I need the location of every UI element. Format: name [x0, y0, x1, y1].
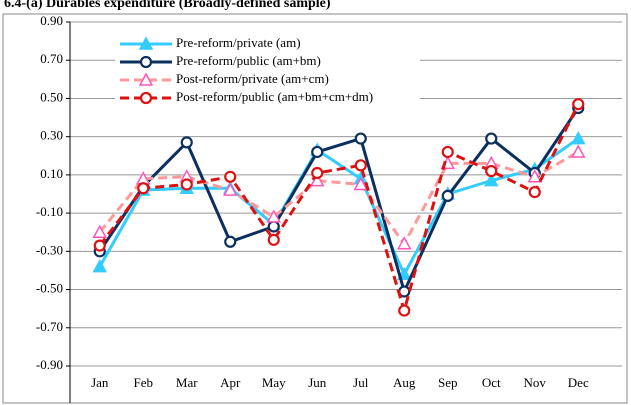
x-tick-label: Aug	[393, 375, 416, 390]
marker	[396, 236, 412, 250]
legend: Pre-reform/private (am) Pre-reform/public…	[115, 35, 420, 108]
marker	[92, 224, 108, 238]
y-tick-label: 0.50	[40, 89, 63, 104]
marker	[485, 132, 498, 145]
x-tick-label: Jul	[353, 375, 369, 390]
marker	[180, 178, 193, 191]
y-tick-label: 0.30	[40, 128, 63, 143]
x-tick-label: May	[262, 375, 286, 390]
y-tick-label: -0.50	[36, 281, 63, 296]
marker	[267, 220, 280, 233]
marker	[137, 182, 150, 195]
y-tick-label: -0.30	[36, 242, 63, 257]
marker	[180, 136, 193, 149]
marker	[441, 145, 454, 159]
marker	[354, 159, 367, 172]
marker	[441, 189, 454, 203]
x-tick-label: Oct	[482, 375, 501, 390]
x-tick-label: Mar	[176, 375, 198, 390]
series-line	[98, 150, 579, 246]
chart-title: 6.4-(a) Durables expenditure (Broadly-de…	[4, 0, 331, 11]
marker	[224, 170, 237, 183]
marker	[93, 239, 106, 252]
x-tick-label: Nov	[524, 375, 547, 390]
y-tick-label: 0.90	[40, 13, 63, 28]
legend-marker	[139, 55, 153, 69]
legend-label: Pre-reform/private (am)	[176, 35, 301, 50]
marker	[485, 164, 498, 178]
marker	[224, 235, 237, 248]
marker	[222, 182, 238, 196]
x-tick-label: Jun	[308, 375, 327, 390]
x-tick-label: Sep	[438, 375, 458, 390]
legend-label: Pre-reform/public (am+bm)	[176, 53, 321, 68]
legend-box	[115, 36, 420, 108]
x-tick-label: Dec	[568, 375, 589, 390]
series-line	[98, 103, 580, 313]
y-tick-label: 0.70	[40, 51, 63, 66]
marker	[353, 176, 369, 191]
x-tick-label: Feb	[134, 375, 154, 390]
legend-marker	[138, 72, 154, 86]
y-tick-label: 0.10	[40, 166, 63, 181]
marker	[311, 166, 324, 180]
series-line	[98, 137, 580, 276]
x-tick-label: Jan	[91, 375, 109, 390]
marker	[572, 98, 585, 111]
legend-marker	[139, 91, 153, 105]
series-line	[98, 107, 580, 293]
legend-marker	[138, 36, 154, 50]
marker	[528, 185, 541, 199]
marker	[570, 131, 586, 145]
marker	[398, 304, 411, 317]
marker	[311, 145, 324, 159]
marker	[570, 144, 586, 158]
legend-label: Post-reform/public (am+bm+cm+dm)	[176, 89, 373, 104]
y-tick-label: -0.10	[36, 204, 63, 219]
marker	[354, 132, 367, 145]
marker	[266, 209, 282, 223]
marker	[267, 233, 280, 246]
marker	[483, 173, 499, 187]
x-tick-label: Apr	[220, 375, 241, 390]
marker	[527, 169, 543, 183]
marker	[92, 259, 108, 273]
y-tick-label: -0.70	[36, 319, 63, 334]
legend-label: Post-reform/private (am+cm)	[176, 71, 329, 86]
y-tick-label: -0.90	[36, 357, 63, 372]
